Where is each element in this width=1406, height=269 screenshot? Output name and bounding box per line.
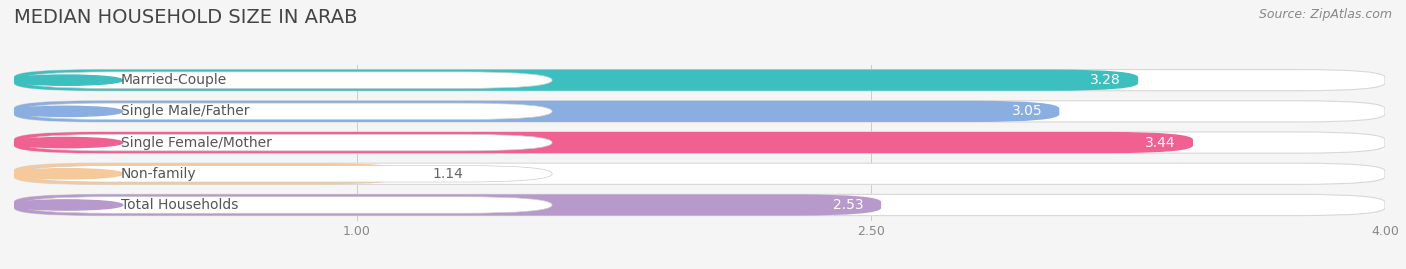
FancyBboxPatch shape [14,163,1385,184]
FancyBboxPatch shape [21,134,553,151]
FancyBboxPatch shape [21,103,553,120]
Circle shape [10,75,122,85]
Circle shape [10,169,122,179]
FancyBboxPatch shape [14,163,405,184]
FancyBboxPatch shape [14,70,1385,91]
Text: Single Female/Mother: Single Female/Mother [121,136,271,150]
FancyBboxPatch shape [14,101,1385,122]
FancyBboxPatch shape [14,194,1385,215]
FancyBboxPatch shape [14,70,1139,91]
Text: Non-family: Non-family [121,167,197,181]
FancyBboxPatch shape [14,194,882,215]
FancyBboxPatch shape [21,197,553,213]
Text: Single Male/Father: Single Male/Father [121,104,249,118]
Circle shape [10,200,122,210]
Text: 2.53: 2.53 [834,198,863,212]
Text: 3.05: 3.05 [1011,104,1042,118]
Text: MEDIAN HOUSEHOLD SIZE IN ARAB: MEDIAN HOUSEHOLD SIZE IN ARAB [14,8,357,27]
Text: 1.14: 1.14 [432,167,463,181]
Text: Total Households: Total Households [121,198,238,212]
Text: Source: ZipAtlas.com: Source: ZipAtlas.com [1258,8,1392,21]
Text: 3.44: 3.44 [1146,136,1175,150]
FancyBboxPatch shape [14,101,1059,122]
FancyBboxPatch shape [21,165,553,182]
Text: 3.28: 3.28 [1090,73,1121,87]
FancyBboxPatch shape [21,72,553,89]
Text: Married-Couple: Married-Couple [121,73,228,87]
Circle shape [10,106,122,116]
FancyBboxPatch shape [14,132,1385,153]
Circle shape [10,137,122,148]
FancyBboxPatch shape [14,132,1192,153]
